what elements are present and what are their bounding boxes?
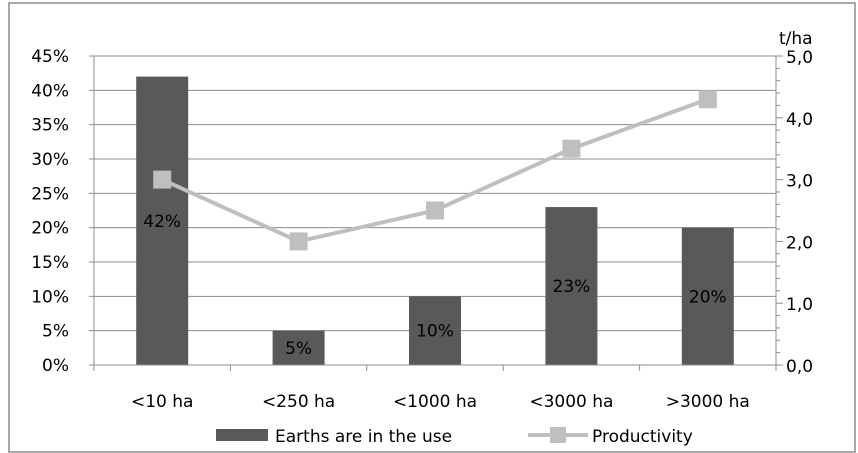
x-tick-label: <1000 ha [393,392,477,412]
bar-data-label: 42% [143,212,181,232]
bar-data-label: 23% [553,277,591,297]
left-tick-label: 35% [31,116,69,136]
bar-data-label: 5% [285,339,312,359]
x-tick-label: <3000 ha [529,392,613,412]
legend-line-marker [550,427,566,443]
right-tick-label: 2,0 [786,233,813,253]
legend-line-label: Productivity [592,427,693,447]
right-tick-label: 3,0 [786,172,813,192]
bar [409,296,461,365]
bar [681,227,734,365]
legend-bar-swatch [216,429,268,441]
bar [545,207,598,365]
x-tick-label: >3000 ha [666,392,750,412]
right-tick-label: 1,0 [786,295,813,315]
right-axis-title: t/ha [779,29,813,49]
left-tick-label: 40% [31,81,69,101]
right-tick-label: 5,0 [786,48,813,68]
right-axis-ticks: 0,0 1,0 2,0 3,0 4,0 5,0 [786,48,813,377]
left-tick-label: 5% [42,322,69,342]
bar-series [136,76,734,365]
left-tick-label: 15% [31,253,69,273]
bar [272,330,325,365]
left-tick-label: 45% [31,47,69,67]
left-axis-ticks: 0% 5% 10% 15% 20% 25% 30% 35% 40% 45% [31,47,69,376]
bar-data-label: 20% [689,287,727,307]
x-tick-label: <10 ha [131,392,193,412]
x-tick-label: <250 ha [262,392,335,412]
bar-data-label: 10% [416,322,454,342]
bar [136,76,189,365]
line-point-marker [153,170,172,189]
axes [89,55,783,371]
left-tick-label: 30% [31,150,69,170]
left-tick-label: 20% [31,219,69,239]
bar-data-labels: 42% 5% 10% 23% 20% [143,212,726,359]
line-point-marker [426,201,444,220]
legend-bar-label: Earths are in the use [275,427,452,447]
left-tick-label: 0% [42,356,69,376]
right-tick-label: 4,0 [786,110,813,130]
legend: Earths are in the use Productivity [216,427,693,447]
left-tick-label: 10% [31,287,69,307]
gridlines [94,55,776,332]
line-point-marker [698,90,717,109]
x-axis-ticks: <10 ha <250 ha <1000 ha <3000 ha >3000 ha [131,392,750,412]
right-tick-label: 0,0 [786,357,813,377]
left-tick-label: 25% [31,184,69,204]
line-series [153,90,717,251]
line-point-marker [289,232,308,251]
line-point-marker [562,139,581,158]
